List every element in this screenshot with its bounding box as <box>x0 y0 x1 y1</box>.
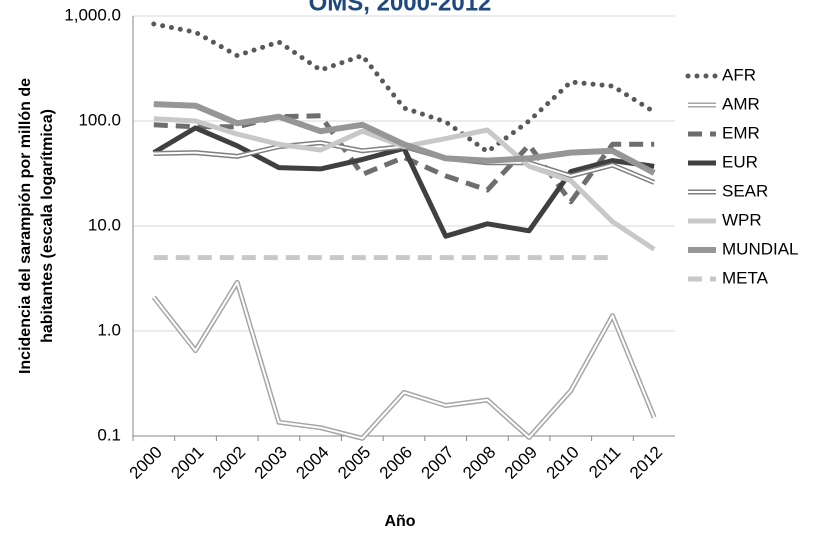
y-tick-label: 10.0 <box>88 215 121 234</box>
y-tick-label: 0.1 <box>97 425 121 444</box>
legend-label: WPR <box>722 210 762 229</box>
x-axis-label: Año <box>384 513 415 530</box>
legend-label: META <box>722 268 769 287</box>
series-line <box>151 279 657 441</box>
y-axis-label-line: Incidencia del sarampión por millón de <box>17 78 34 374</box>
legend-label: EUR <box>722 152 758 171</box>
x-tick-label: 2000 <box>126 443 166 483</box>
x-tick-label: 2006 <box>376 443 416 483</box>
series-line <box>153 101 656 176</box>
x-tick-label: 2002 <box>209 443 249 483</box>
y-axis-label: Incidencia del sarampión por millón de h… <box>17 78 56 374</box>
series-line <box>153 116 656 252</box>
y-tick-label: 1,000.0 <box>64 5 121 24</box>
x-tick-label: 2010 <box>543 443 583 483</box>
x-tick-label: 2004 <box>292 443 332 483</box>
y-axis-label-line: habitantes (escala logarítmica) <box>39 109 56 343</box>
series-line-inner <box>153 281 656 440</box>
series-line <box>153 113 655 205</box>
x-tick-label: 2012 <box>626 443 666 483</box>
chart-title: OMS, 2000-2012 <box>309 0 492 16</box>
legend-label: MUNDIAL <box>722 239 799 258</box>
legend-label: AFR <box>722 65 756 84</box>
legend-label: SEAR <box>722 181 768 200</box>
y-tick-label: 1.0 <box>97 320 121 339</box>
x-tick-label: 2001 <box>167 443 207 483</box>
x-tick-label: 2009 <box>501 443 541 483</box>
x-tick-label: 2011 <box>585 443 624 482</box>
x-tick-label: 2005 <box>334 443 374 483</box>
y-tick-label: 100.0 <box>78 110 121 129</box>
legend-label: EMR <box>722 123 760 142</box>
legend-label: AMR <box>722 94 760 113</box>
x-tick-label: 2007 <box>418 443 458 483</box>
series-line <box>151 21 657 155</box>
x-tick-label: 2003 <box>251 443 291 483</box>
x-tick-label: 2008 <box>459 443 499 483</box>
